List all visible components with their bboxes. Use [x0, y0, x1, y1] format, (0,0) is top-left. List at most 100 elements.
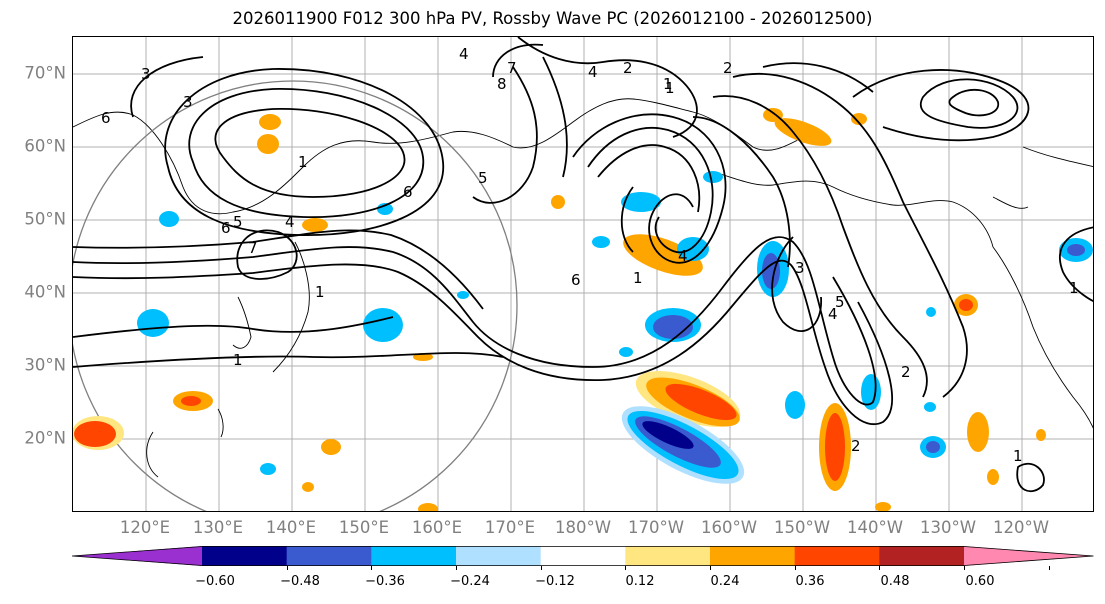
pc-blob — [623, 234, 703, 276]
pc-blob — [665, 383, 737, 421]
contour-label: 7 — [248, 239, 258, 257]
colorbar-segment — [879, 546, 965, 566]
contour-label: 1 — [663, 75, 673, 93]
colorbar-tick-label: 0.12 — [625, 574, 655, 589]
lat-label-30n: 30°N — [24, 355, 66, 375]
colorbar-tick-label: 0.48 — [880, 574, 910, 589]
pc-blob — [413, 353, 433, 361]
contour-label: 4 — [588, 63, 598, 81]
pc-blob — [642, 421, 694, 449]
contour-label: 3 — [183, 93, 193, 111]
pc-blob — [987, 469, 999, 485]
pv-contours — [73, 37, 1093, 493]
contour-label: 1 — [1013, 447, 1023, 465]
reference-circle — [73, 80, 518, 511]
colorbar-tick-label: −0.48 — [280, 574, 320, 589]
colorbar-tick-label: −0.60 — [195, 574, 235, 589]
pc-blob — [418, 503, 438, 511]
colorbar-tick-mark — [286, 566, 288, 570]
pc-blob — [321, 439, 341, 455]
pc-blob — [774, 118, 832, 146]
pc-blob — [457, 291, 469, 299]
lat-label-60n: 60°N — [24, 136, 66, 156]
contour-label: 5 — [478, 169, 488, 187]
contour-label: 1 — [233, 351, 243, 369]
contour-label: 1 — [633, 269, 643, 287]
colorbar-tick-mark — [1048, 566, 1050, 570]
colorbar-tick-mark — [540, 566, 542, 570]
contour-label: 4 — [285, 213, 295, 231]
colorbar — [72, 546, 1094, 566]
contour-label: 4 — [459, 45, 469, 63]
colorbar-segment — [625, 546, 711, 566]
lat-label-50n: 50°N — [24, 209, 66, 229]
lon-label-170e: 170°E — [484, 518, 536, 537]
contour-label: 1 — [298, 153, 308, 171]
pc-blob — [619, 347, 633, 357]
lon-label-120w: 120°W — [992, 518, 1050, 537]
contour-label-group: 3 4 7 8 4 2 1 2 6 3 1 5 6 4 5 7 1 1 6 6 … — [101, 45, 1079, 465]
lon-label-140e: 140°E — [265, 518, 317, 537]
pc-blob — [259, 114, 281, 130]
contour-label: 1 — [665, 79, 675, 97]
pc-blob — [851, 113, 867, 125]
pc-blob — [302, 482, 314, 492]
lon-label-170w: 170°W — [627, 518, 685, 537]
colorbar-segment — [371, 546, 457, 566]
contour-label: 1 — [1069, 279, 1079, 297]
lon-label-130e: 130°E — [192, 518, 244, 537]
pc-blob — [875, 502, 891, 511]
map-panel: 3 4 7 8 4 2 1 2 6 3 1 5 6 4 5 7 1 1 6 6 … — [72, 36, 1094, 512]
contour-label: 3 — [795, 259, 805, 277]
pc-blob — [1036, 429, 1046, 441]
lon-label-150e: 150°E — [338, 518, 390, 537]
pc-blob — [257, 134, 279, 154]
pc-blob — [551, 195, 565, 209]
map-canvas: 3 4 7 8 4 2 1 2 6 3 1 5 6 4 5 7 1 1 6 6 … — [73, 37, 1093, 511]
pc-blob — [926, 307, 936, 317]
contour-label: 6 — [101, 109, 111, 127]
lon-label-150w: 150°W — [773, 518, 831, 537]
contour-label: 6 — [571, 271, 581, 289]
colorbar-tick-label: 0.24 — [710, 574, 740, 589]
lat-label-70n: 70°N — [24, 63, 66, 83]
colorbar-outline — [72, 546, 1094, 566]
contour-label: 5 — [233, 213, 243, 231]
lon-label-130w: 130°W — [919, 518, 977, 537]
pc-blob — [621, 192, 661, 212]
contour-label: 5 — [835, 293, 845, 311]
contour-label: 2 — [623, 59, 633, 77]
pc-blob — [967, 412, 989, 452]
colorbar-tick-mark — [794, 566, 796, 570]
lon-label-140w: 140°W — [846, 518, 904, 537]
colorbar-tick-mark — [625, 566, 627, 570]
pc-blob — [302, 218, 328, 232]
lon-label-160w: 160°W — [700, 518, 758, 537]
colorbar-tick-label: −0.24 — [450, 574, 490, 589]
rossby-wave-pc-fill — [73, 108, 1093, 511]
colorbar-tick-label: −0.36 — [365, 574, 405, 589]
pc-blob — [181, 396, 201, 406]
colorbar-tick-mark — [964, 566, 965, 570]
colorbar-tick-label: 0.36 — [795, 574, 825, 589]
pc-blob — [592, 236, 610, 248]
lon-label-160e: 160°E — [411, 518, 463, 537]
contour-label: 1 — [315, 283, 325, 301]
colorbar-segment — [540, 546, 626, 566]
colorbar-extend-low — [72, 546, 202, 566]
pc-blob — [924, 402, 936, 412]
contour-label: 2 — [851, 437, 861, 455]
contour-label: 6 — [221, 219, 231, 237]
pc-blob — [653, 315, 693, 339]
pc-blob — [703, 171, 723, 183]
contour-label: 4 — [828, 305, 838, 323]
contour-label: 2 — [723, 59, 733, 77]
pc-blob — [363, 308, 403, 342]
pc-blob — [926, 441, 940, 453]
colorbar-tick-mark — [710, 566, 711, 570]
contour-label: 7 — [507, 59, 517, 77]
contour-label: 8 — [497, 75, 507, 93]
pc-blob — [825, 413, 845, 481]
colorbar-segment — [202, 546, 288, 566]
colorbar-tick-label: 0.60 — [965, 574, 995, 589]
